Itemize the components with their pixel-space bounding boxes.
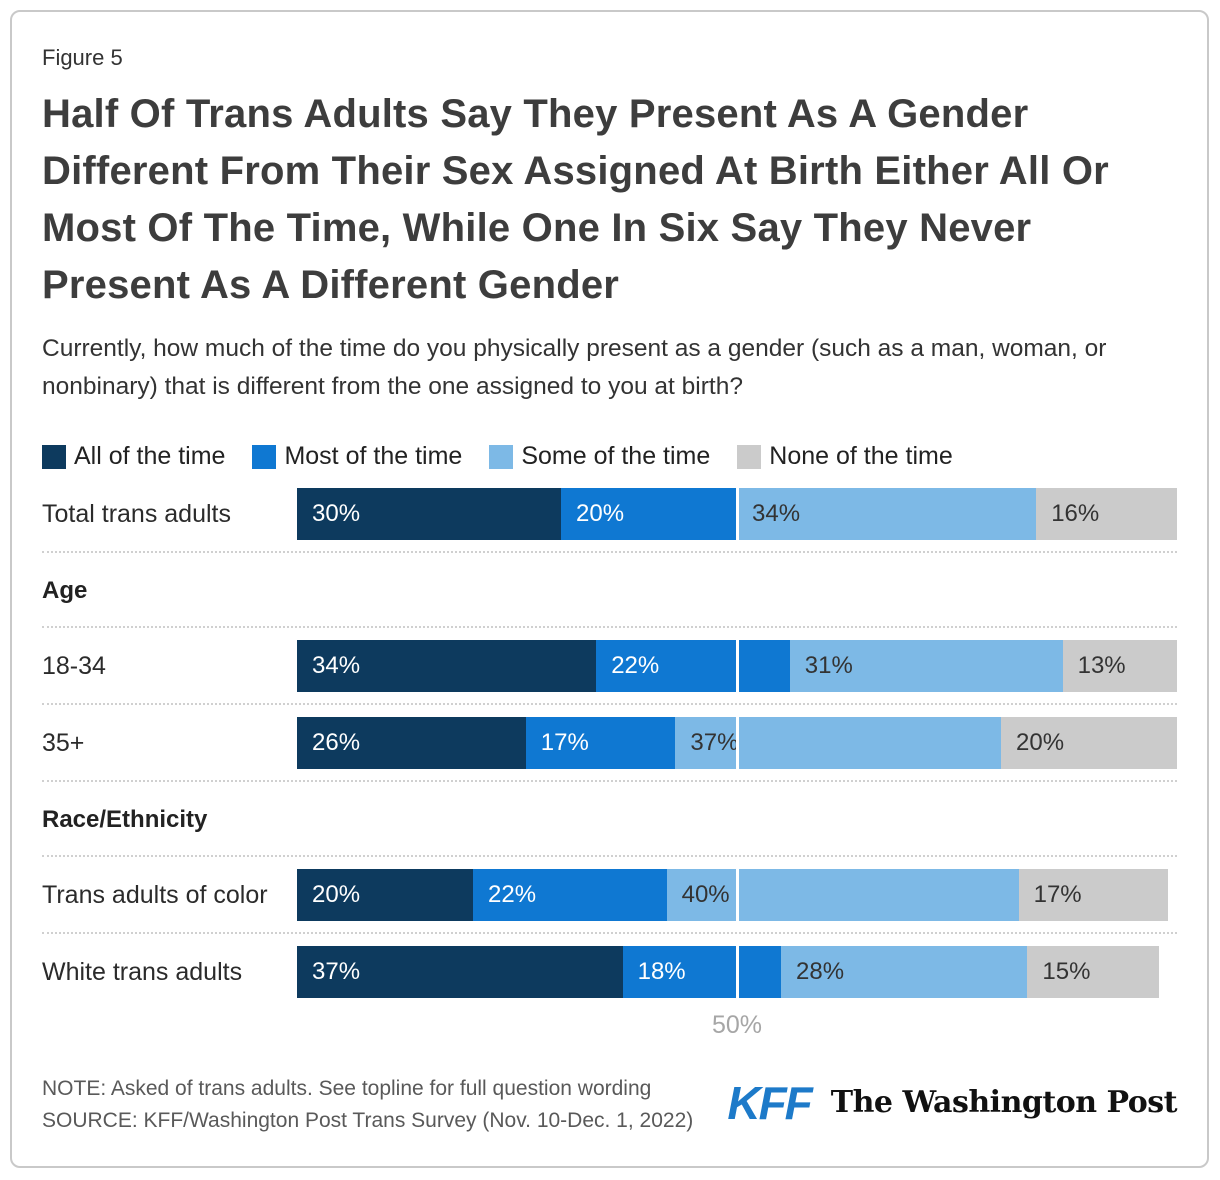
source-text: SOURCE: KFF/Washington Post Trans Survey… <box>42 1109 694 1132</box>
legend-item: Some of the time <box>489 442 710 471</box>
row-separator <box>42 780 1177 782</box>
bar-segment: 30% <box>297 488 561 540</box>
axis-track: 50% <box>297 1011 1177 1039</box>
bar-track: 26% 17% 37% 20% <box>297 717 1177 769</box>
gridline-50 <box>735 717 739 769</box>
axis-label-row: 50% <box>42 1011 1177 1039</box>
row-label: 35+ <box>42 729 85 757</box>
segment-value-label: 17% <box>1033 881 1082 908</box>
bar-segment: 13% <box>1062 640 1177 692</box>
row-label: 18-34 <box>42 652 106 680</box>
footer: NOTE: Asked of trans adults. See topline… <box>42 1073 1178 1137</box>
segment-value-label: 31% <box>804 652 853 679</box>
bar-segment: 40% <box>666 869 1019 921</box>
bar-segment: 22% <box>473 869 667 921</box>
chart-row: White trans adults 37% 18% 28% 15% <box>42 946 1177 998</box>
legend-item: Most of the time <box>252 442 462 471</box>
segment-value-label: 22% <box>488 881 537 908</box>
bar-segment: 37% <box>297 946 623 998</box>
chart-title: Half Of Trans Adults Say They Present As… <box>42 92 1109 307</box>
segment-value-label: 40% <box>681 881 730 908</box>
row-label: White trans adults <box>42 958 243 986</box>
section-header-age: Age <box>42 577 88 604</box>
gridline-50 <box>735 640 739 692</box>
bar-segment: 20% <box>561 488 737 540</box>
segment-value-label: 28% <box>796 958 845 985</box>
segment-value-label: 20% <box>312 881 361 908</box>
segment-value-label: 18% <box>637 958 686 985</box>
bar-track: 30% 20% 34% 16% <box>297 488 1177 540</box>
note-text: NOTE: Asked of trans adults. See topline… <box>42 1077 652 1100</box>
gridline-50 <box>735 488 739 540</box>
bar-track: 34% 22% 31% 13% <box>297 640 1177 692</box>
bar-segment: 17% <box>525 717 676 769</box>
segment-value-label: 17% <box>540 729 589 756</box>
chart-row: 35+ 26% 17% 37% 20% <box>42 717 1177 769</box>
bar-segment: 18% <box>622 946 781 998</box>
row-label: Trans adults of color <box>42 881 268 909</box>
bar-segment: 26% <box>297 717 526 769</box>
row-separator <box>42 703 1177 705</box>
bar-segment: 37% <box>675 717 1001 769</box>
row-separator <box>42 855 1177 857</box>
segment-value-label: 34% <box>312 652 361 679</box>
bar-segment: 28% <box>781 946 1028 998</box>
logos: KFF The Washington Post <box>727 1080 1177 1130</box>
segment-value-label: 15% <box>1042 958 1091 985</box>
segment-value-label: 26% <box>312 729 361 756</box>
bar-segment: 15% <box>1027 946 1160 998</box>
legend: All of the time Most of the time Some of t… <box>42 442 1177 471</box>
segment-value-label: 37% <box>312 958 361 985</box>
legend-label: Some of the time <box>521 442 711 470</box>
segment-value-label: 16% <box>1051 500 1100 527</box>
gridline-50 <box>735 869 739 921</box>
row-separator <box>42 626 1177 628</box>
segment-value-label: 20% <box>576 500 625 527</box>
gridline-50 <box>735 946 739 998</box>
bar-segment: 31% <box>789 640 1063 692</box>
legend-label: None of the time <box>769 442 953 470</box>
legend-swatch <box>489 444 514 469</box>
figure-card: Figure 5 Half Of Trans Adults Say They P… <box>10 10 1209 1168</box>
bar-segment: 34% <box>737 488 1037 540</box>
bar-segment: 17% <box>1018 869 1169 921</box>
legend-label: Most of the time <box>284 442 463 470</box>
legend-item: None of the time <box>737 442 953 471</box>
chart-row: 18-34 34% 22% 31% 13% <box>42 640 1177 692</box>
segment-value-label: 22% <box>611 652 660 679</box>
chart-row: Total trans adults 30% 20% 34% 16% <box>42 488 1177 540</box>
segment-value-label: 34% <box>752 500 801 527</box>
legend-item: All of the time <box>42 442 225 471</box>
bar-segment: 16% <box>1036 488 1177 540</box>
legend-swatch <box>42 444 66 469</box>
figure-label: Figure 5 <box>42 45 123 70</box>
bar-track: 37% 18% 28% 15% <box>297 946 1177 998</box>
segment-value-label: 13% <box>1077 652 1126 679</box>
legend-swatch <box>252 444 277 469</box>
kff-logo: KFF <box>727 1077 812 1129</box>
row-separator <box>42 932 1177 934</box>
axis-tick-label-50: 50% <box>711 1011 763 1039</box>
legend-label: All of the time <box>74 442 226 470</box>
bar-segment: 22% <box>596 640 790 692</box>
row-separator <box>42 551 1177 553</box>
bar-segment: 20% <box>1001 717 1177 769</box>
legend-swatch <box>737 444 762 469</box>
bar-segment: 34% <box>297 640 597 692</box>
axis-spacer <box>42 1011 297 1039</box>
chart: Total trans adults 30% 20% 34% 16% Age 18-34 34… <box>42 488 1177 998</box>
bar-track: 20% 22% 40% 17% <box>297 869 1177 921</box>
row-label: Total trans adults <box>42 500 231 528</box>
segment-value-label: 30% <box>312 500 361 527</box>
section-header-race-ethnicity: Race/Ethnicity <box>42 806 208 833</box>
washington-post-logo: The Washington Post <box>830 1085 1178 1120</box>
bar-segment: 20% <box>297 869 473 921</box>
chart-subtitle: Currently, how much of the time do you p… <box>42 335 1107 400</box>
segment-value-label: 20% <box>1016 729 1065 756</box>
segment-value-label: 37% <box>690 729 739 756</box>
footnotes: NOTE: Asked of trans adults. See topline… <box>42 1073 693 1137</box>
chart-row: Trans adults of color 20% 22% 40% 17% <box>42 869 1177 921</box>
